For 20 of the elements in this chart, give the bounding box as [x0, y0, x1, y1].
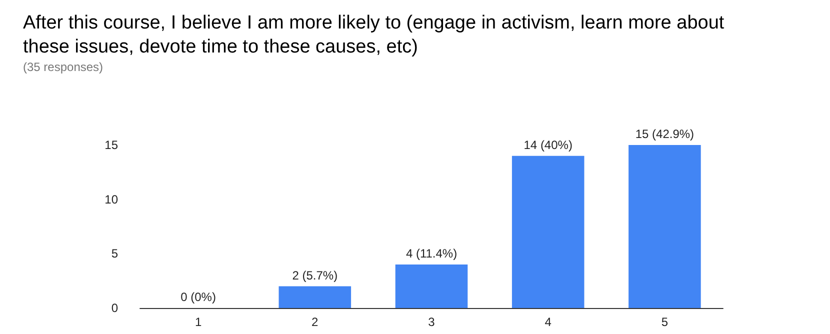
y-tick-label: 0: [111, 301, 118, 315]
data-label: 14 (40%): [524, 138, 572, 152]
x-tick-label: 1: [194, 315, 202, 329]
x-tick-label: 4: [544, 315, 552, 329]
y-tick-label: 10: [104, 192, 118, 206]
chart-title: After this course, I believe I am more likely to (engage in activism, learn more about these issues, devote time to these causes, etc): [23, 12, 730, 58]
data-label: 15 (42.9%): [635, 127, 694, 141]
bar: [278, 286, 352, 308]
x-tick-label: 2: [312, 315, 319, 329]
y-tick-label: 5: [111, 246, 118, 261]
data-label: 0 (0%): [180, 290, 216, 304]
bar: [628, 145, 701, 308]
data-label: 4 (11.4%): [406, 246, 458, 261]
y-tick-label: 15: [104, 138, 118, 152]
data-label: 2 (5.7%): [292, 268, 338, 282]
bar: [512, 156, 584, 308]
x-tick-label: 3: [428, 315, 436, 329]
bar: [395, 264, 468, 308]
chart-subtitle: (35 responses): [23, 60, 104, 74]
x-tick-label: 5: [661, 315, 668, 329]
